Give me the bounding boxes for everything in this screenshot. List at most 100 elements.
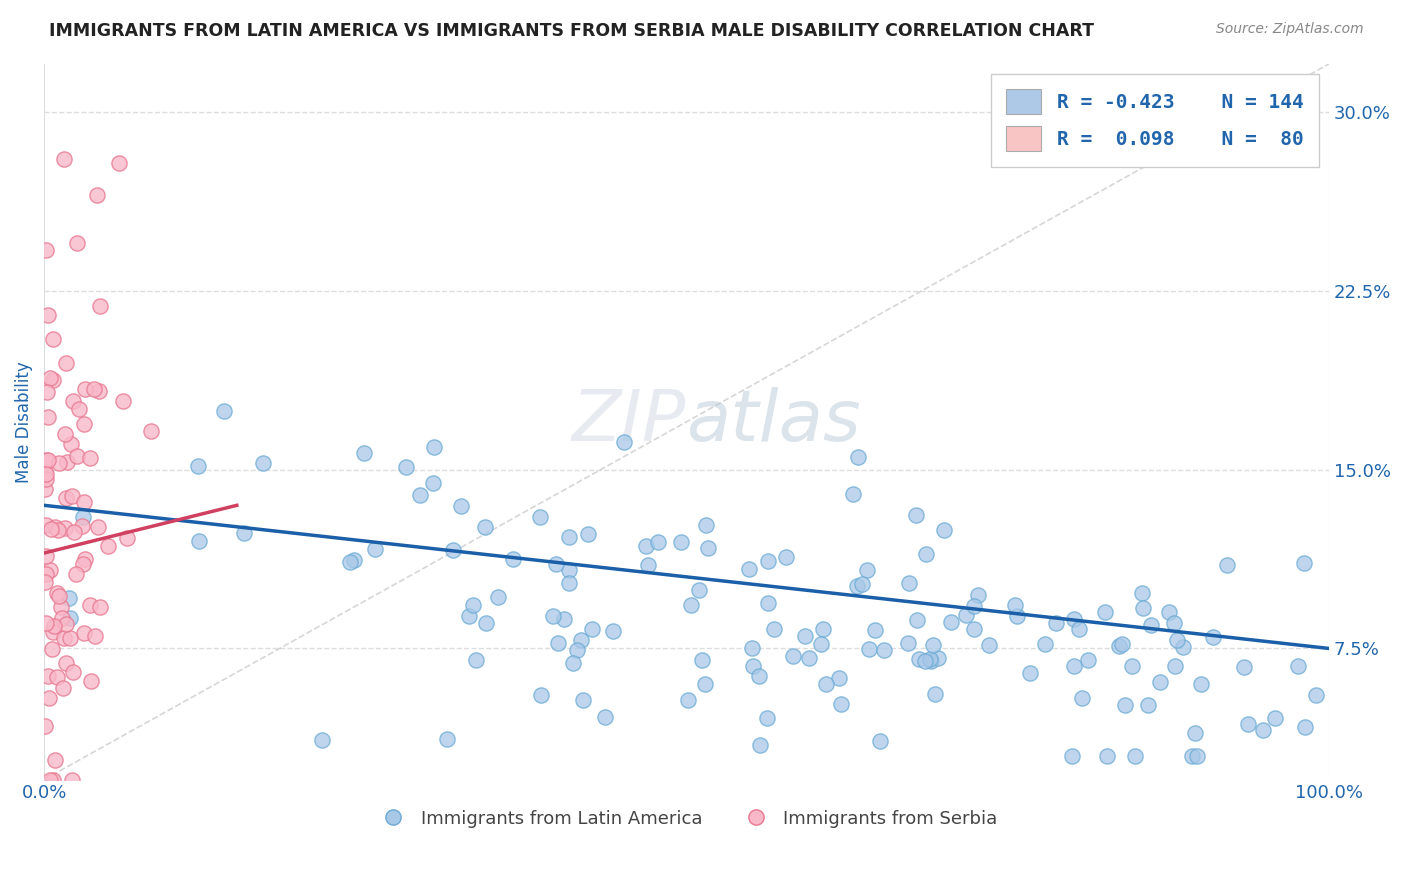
Point — [63, 524, 86, 539]
Point — [42, 624, 65, 639]
Point — [212, 403, 235, 417]
Point — [553, 612, 575, 626]
Point — [38, 370, 60, 384]
Point — [97, 539, 120, 553]
Point — [56, 455, 79, 469]
Point — [1033, 637, 1056, 651]
Point — [232, 525, 254, 540]
Point — [422, 440, 444, 454]
Point — [1045, 615, 1067, 630]
Point — [1077, 653, 1099, 667]
Point — [108, 156, 131, 170]
Point — [963, 599, 986, 614]
Point — [474, 520, 496, 534]
Point — [58, 591, 80, 605]
Point — [547, 636, 569, 650]
Point — [688, 582, 710, 597]
Point — [565, 643, 588, 657]
Point — [60, 772, 83, 787]
Point — [557, 530, 579, 544]
Point — [1149, 675, 1171, 690]
Point — [52, 681, 75, 696]
Text: atlas: atlas — [686, 387, 860, 457]
Point — [1004, 599, 1026, 613]
Point — [139, 424, 162, 438]
Point — [1139, 617, 1161, 632]
Point — [60, 436, 83, 450]
Point — [1157, 605, 1180, 619]
Point — [1121, 659, 1143, 673]
Point — [441, 542, 464, 557]
Point — [830, 698, 852, 712]
Point — [89, 599, 111, 614]
Point — [557, 562, 579, 576]
Point — [42, 373, 65, 387]
Point — [905, 508, 928, 522]
Point — [53, 152, 76, 166]
Point — [72, 495, 94, 509]
Point — [846, 579, 869, 593]
Point — [187, 459, 209, 474]
Point — [55, 491, 77, 505]
Point — [458, 609, 481, 624]
Point — [846, 450, 869, 464]
Point — [1094, 605, 1116, 619]
Point — [486, 590, 509, 604]
Point — [1233, 660, 1256, 674]
Point — [637, 558, 659, 572]
Point — [1237, 717, 1260, 731]
Point — [1294, 720, 1316, 734]
Point — [39, 522, 62, 536]
Point — [73, 382, 96, 396]
Point — [70, 519, 93, 533]
Point — [558, 575, 581, 590]
Point — [422, 475, 444, 490]
Point — [1184, 726, 1206, 740]
Point — [34, 575, 56, 590]
Point — [41, 332, 63, 346]
Point — [1095, 748, 1118, 763]
Point — [339, 555, 361, 569]
Point — [464, 653, 486, 667]
Point — [311, 733, 333, 747]
Point — [53, 426, 76, 441]
Point — [1069, 622, 1091, 636]
Point — [59, 631, 82, 645]
Point — [863, 623, 886, 637]
Point — [37, 669, 59, 683]
Point — [34, 482, 56, 496]
Point — [1132, 586, 1154, 600]
Point — [46, 586, 69, 600]
Point — [782, 648, 804, 663]
Point — [695, 676, 717, 690]
Point — [794, 629, 817, 643]
Point — [541, 608, 564, 623]
Point — [80, 673, 103, 688]
Point — [72, 509, 94, 524]
Point — [112, 393, 135, 408]
Point — [34, 549, 56, 564]
Point — [758, 596, 780, 610]
Point — [741, 641, 763, 656]
Point — [922, 638, 945, 652]
Point — [252, 456, 274, 470]
Point — [38, 691, 60, 706]
Point — [35, 472, 58, 486]
Point — [46, 523, 69, 537]
Point — [1108, 639, 1130, 653]
Point — [748, 669, 770, 683]
Point — [62, 394, 84, 409]
Point — [84, 630, 107, 644]
Point — [647, 534, 669, 549]
Point — [49, 600, 72, 615]
Point — [756, 554, 779, 568]
Legend: Immigrants from Latin America, Immigrants from Serbia: Immigrants from Latin America, Immigrant… — [368, 803, 1005, 835]
Point — [1216, 558, 1239, 572]
Point — [869, 734, 891, 748]
Point — [815, 676, 838, 690]
Point — [905, 613, 928, 627]
Point — [35, 243, 58, 257]
Point — [593, 709, 616, 723]
Point — [1019, 666, 1042, 681]
Point — [941, 615, 963, 629]
